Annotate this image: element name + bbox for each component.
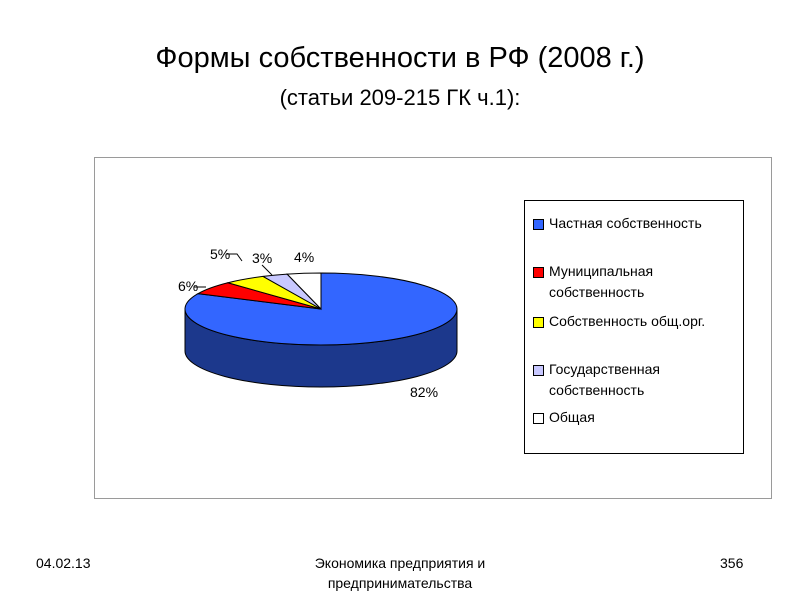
data-label-3: 3% (252, 250, 272, 266)
footer-page-number: 356 (720, 555, 744, 571)
legend-label: Частная собственность (549, 215, 702, 231)
pie-slice-4 (286, 272, 322, 311)
legend-item-private: Частная собственность (533, 215, 702, 234)
legend-label: Собственность общ.орг. (549, 313, 706, 329)
legend-label: Общая (549, 409, 595, 425)
pie-chart: 82% 6% 5% 3% 4% (178, 246, 458, 400)
data-label-2: 5% (210, 246, 230, 262)
legend-item-common: Общая (533, 409, 595, 428)
legend-item-state: Государственная собственность (533, 361, 733, 401)
legend-item-municipal: Муниципальная собственность (533, 263, 733, 303)
data-label-1: 6% (178, 278, 198, 294)
footer-date: 04.02.13 (36, 555, 91, 571)
legend-swatch (533, 317, 544, 328)
legend-swatch (533, 267, 544, 278)
slide-subtitle: (статьи 209-215 ГК ч.1): (279, 85, 521, 110)
legend-label: Муниципальная собственность (549, 263, 654, 300)
footer-course: Экономика предприятия и предпринимательс… (314, 555, 486, 591)
chart-legend: Частная собственность Муниципальная собс… (524, 200, 744, 454)
legend-swatch (533, 413, 544, 424)
legend-item-public-org: Собственность общ.орг. (533, 313, 705, 332)
data-label-0: 82% (410, 384, 438, 400)
data-label-4: 4% (294, 249, 314, 265)
legend-label: Государственная собственность (549, 361, 661, 398)
leader-line-2 (226, 253, 243, 262)
legend-swatch (533, 365, 544, 376)
slide-title: Формы собственности в РФ (2008 г.) (155, 42, 645, 74)
pie-slice-0 (184, 272, 458, 346)
legend-swatch (533, 219, 544, 230)
leader-line-3 (261, 264, 273, 276)
